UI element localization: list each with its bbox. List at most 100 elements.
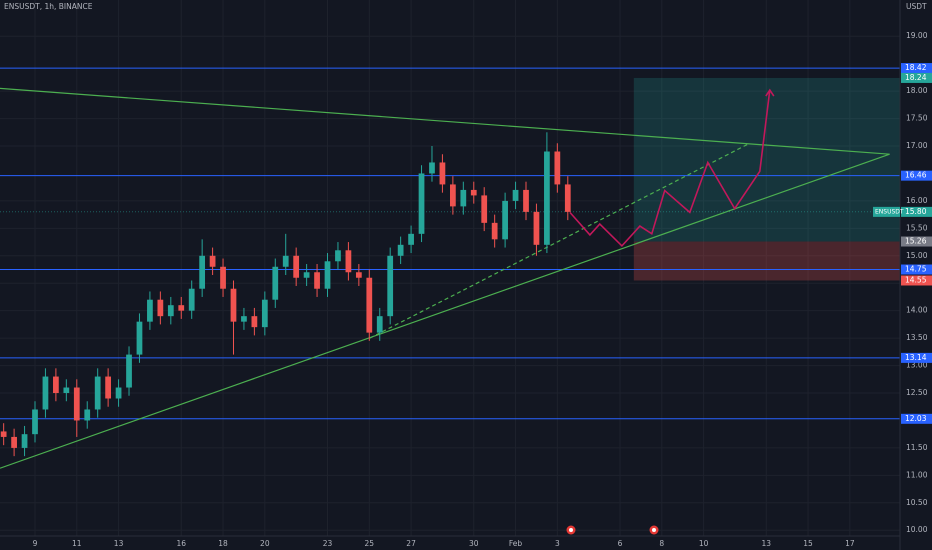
loss-zone <box>633 241 900 281</box>
x-tick-label: 6 <box>618 539 623 548</box>
price-tag-label: 15.80 <box>905 207 927 216</box>
price-axis: 19.0018.0017.5017.0016.0015.5015.0014.50… <box>901 31 932 534</box>
candle-body <box>282 255 289 267</box>
y-tick-label: 15.50 <box>906 223 928 232</box>
price-tag-label: 13.14 <box>905 353 927 362</box>
candle-body <box>314 272 320 289</box>
candle-body <box>272 266 279 300</box>
candle-body <box>261 299 268 328</box>
price-tag-label: 12.03 <box>905 414 927 423</box>
x-tick-label: 23 <box>323 539 333 548</box>
profit-zone <box>633 77 900 242</box>
candle-body <box>209 255 216 267</box>
candle-body <box>366 277 373 333</box>
x-tick-label: 30 <box>469 539 479 548</box>
symbol-tag <box>873 206 900 217</box>
price-tag-label: 18.24 <box>905 73 927 82</box>
x-tick-label: 18 <box>218 539 228 548</box>
x-tick-label: 16 <box>176 539 186 548</box>
chart-title: ENSUSDT, 1h, BINANCE <box>4 2 93 11</box>
x-tick-label: 11 <box>72 539 82 548</box>
candle-body <box>418 173 425 234</box>
price-tag-label: 18.42 <box>905 63 927 72</box>
x-tick-label: 13 <box>114 539 124 548</box>
y-tick-label: 16.00 <box>906 196 928 205</box>
candle-body <box>94 376 101 410</box>
candle-body <box>335 250 341 262</box>
candle-body <box>544 151 550 245</box>
arrow-head <box>765 88 775 97</box>
y-tick-label: 13.00 <box>906 361 928 370</box>
candle-body <box>303 272 310 278</box>
x-tick-label: 3 <box>555 539 560 548</box>
candle-body <box>470 189 477 196</box>
candle-body <box>397 244 404 256</box>
x-tick-label: 9 <box>33 539 38 548</box>
candle-body <box>136 321 143 355</box>
candle-body <box>53 376 59 394</box>
candle-body <box>11 436 17 448</box>
candle-body <box>439 162 446 185</box>
x-tick-label: 13 <box>762 539 772 548</box>
price-tag <box>901 206 932 217</box>
candle-body <box>241 316 247 322</box>
candle-body <box>460 189 467 207</box>
y-tick-label: 18.00 <box>906 86 928 95</box>
x-tick-label: 15 <box>803 539 813 548</box>
price-tag <box>901 63 932 74</box>
y-tick-label: 10.50 <box>906 498 928 507</box>
candle-body <box>84 409 91 421</box>
price-tag <box>901 352 932 363</box>
x-tick-label: Feb <box>509 539 523 548</box>
x-tick-label: 17 <box>845 539 855 548</box>
candle-body <box>564 184 571 212</box>
candle-body <box>32 409 38 435</box>
candle-body <box>21 434 28 448</box>
price-tag-label: 15.26 <box>905 237 927 246</box>
candle-body <box>523 189 529 212</box>
y-tick-label: 17.00 <box>906 141 928 150</box>
candle-body <box>105 376 111 399</box>
candle-body <box>293 255 300 278</box>
x-tick-label: 27 <box>406 539 416 548</box>
candle-body <box>481 195 488 223</box>
candle-body <box>512 189 519 201</box>
trendline <box>0 87 890 155</box>
y-tick-label: 17.50 <box>906 114 928 123</box>
candle-body <box>73 387 80 421</box>
price-tag <box>901 72 932 83</box>
candle-body <box>157 299 164 317</box>
y-tick-label: 11.50 <box>906 443 928 452</box>
axis-unit: USDT <box>906 2 927 11</box>
candle-body <box>554 151 561 185</box>
candle-body <box>429 162 435 174</box>
candle-body <box>0 431 7 437</box>
x-tick-label: 20 <box>260 539 270 548</box>
price-tag-label: 14.55 <box>905 275 927 284</box>
candle-body <box>167 305 174 317</box>
price-tag <box>901 275 932 286</box>
price-tag <box>901 264 932 275</box>
candle-body <box>387 255 394 317</box>
candle-body <box>324 261 331 289</box>
trendline <box>0 153 890 469</box>
candle-body <box>178 305 185 311</box>
plot-area <box>0 0 900 536</box>
x-tick-label: 8 <box>659 539 664 548</box>
candle-body <box>251 316 258 328</box>
price-tag <box>901 170 932 181</box>
candle-body <box>147 299 153 322</box>
y-tick-label: 10.00 <box>906 525 928 534</box>
candle-body <box>491 222 498 240</box>
y-tick-label: 11.00 <box>906 470 928 479</box>
candle-body <box>63 387 70 394</box>
y-tick-label: 13.50 <box>906 333 928 342</box>
candle-body <box>230 288 237 322</box>
candle-body <box>408 233 414 245</box>
x-tick-label: 10 <box>699 539 709 548</box>
candle-body <box>126 354 132 388</box>
candle-body <box>199 255 206 289</box>
y-tick-label: 15.00 <box>906 251 928 260</box>
price-tag <box>901 236 932 247</box>
